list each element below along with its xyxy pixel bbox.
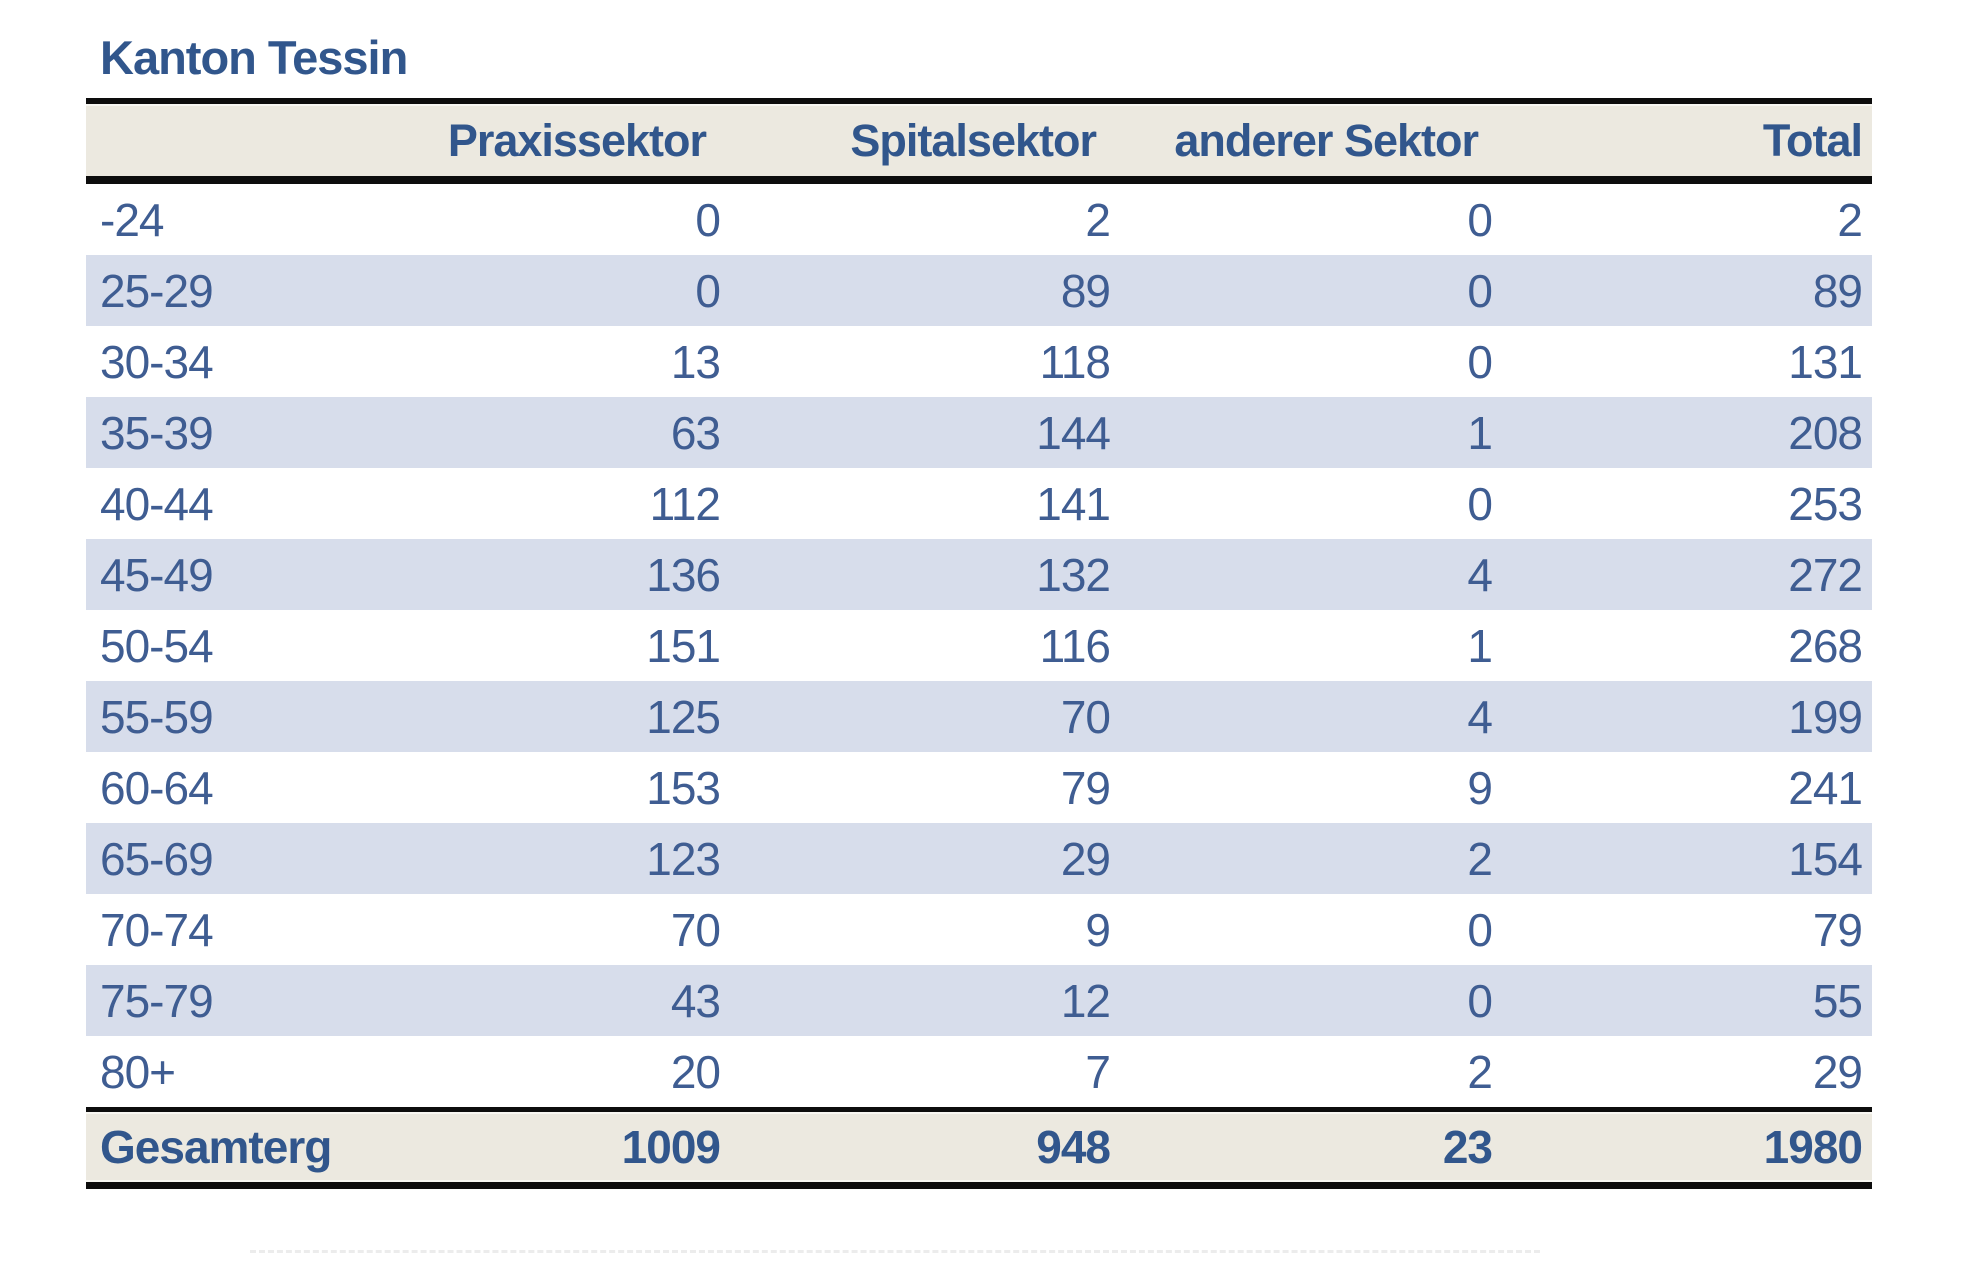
page-title: Kanton Tessin [100,31,408,84]
total-label-cell: Gesamterg [86,1120,331,1174]
value-cell: 268 [1788,619,1863,672]
table-total-row: Gesamterg 1009 948 23 1980 [86,1114,1872,1180]
value-cell: 118 [1039,335,1111,388]
page-break-dashed-line [250,1250,1540,1253]
row-label-age-group: 30-34 [100,335,214,388]
table-row: 65-69 123 29 2 154 [86,823,1872,894]
value-cell: 2 [1467,1045,1493,1098]
value-cell: 70 [670,903,721,956]
value-cell: 116 [1039,619,1111,672]
value-cell: 9 [1085,903,1111,956]
value-cell: 2 [1467,832,1493,885]
value-cell: 123 [646,832,721,885]
value-cell: 153 [646,761,721,814]
value-cell: 89 [1812,264,1863,317]
table-bottom-rule [86,1180,1872,1189]
row-label-age-group: 75-79 [100,974,214,1027]
value-cell: 132 [1036,548,1111,601]
value-cell: 141 [1036,477,1111,530]
value-cell: 12 [1060,974,1111,1027]
value-cell: 4 [1467,690,1493,743]
value-cell: 151 [646,619,721,672]
value-cell: 13 [670,335,721,388]
value-cell: 4 [1467,548,1493,601]
row-label-age-group: 65-69 [100,832,214,885]
value-cell: 112 [649,477,721,530]
table-header-row: Praxissektor Spitalsektor anderer Sektor… [86,106,1872,176]
row-label-age-group: 80+ [100,1045,176,1098]
table-row: 75-79 43 12 0 55 [86,965,1872,1036]
value-cell: 63 [670,406,721,459]
total-value-total: 1980 [1763,1121,1863,1173]
value-cell: 208 [1788,406,1863,459]
header-cell-total: Total [1762,115,1863,166]
value-cell: 55 [1812,974,1863,1027]
header-bottom-rule [86,176,1872,184]
value-cell: 0 [1467,903,1493,956]
row-label-age-group: 55-59 [100,690,214,743]
row-label-age-group: 70-74 [100,903,214,956]
header-cell-spitalsektor: Spitalsektor [850,115,1097,166]
value-cell: 0 [1467,264,1493,317]
value-cell: 144 [1036,406,1111,459]
value-cell: 0 [695,264,721,317]
value-cell: 0 [1467,335,1493,388]
value-cell: 154 [1788,832,1863,885]
row-label-age-group: 35-39 [100,406,214,459]
table-row: 50-54 151 116 1 268 [86,610,1872,681]
value-cell: 7 [1085,1045,1111,1098]
total-value-spitalsektor: 948 [1036,1121,1111,1173]
data-table: Praxissektor Spitalsektor anderer Sektor… [86,98,1872,1189]
total-label: Gesamterg [100,1121,332,1173]
total-top-rule [86,1107,1872,1114]
table-row: 70-74 70 9 0 79 [86,894,1872,965]
value-cell: 1 [1467,619,1493,672]
row-label-age-group: 40-44 [100,477,214,530]
value-cell: 131 [1788,335,1863,388]
value-cell: 29 [1812,1045,1863,1098]
table-row: 25-29 0 89 0 89 [86,255,1872,326]
value-cell: 0 [1467,974,1493,1027]
value-cell: 0 [695,193,721,246]
row-label-age-group: -24 [100,193,164,246]
value-cell: 79 [1060,761,1111,814]
total-value-praxissektor: 1009 [621,1121,721,1173]
row-label-age-group: 25-29 [100,264,214,317]
value-cell: 125 [646,690,721,743]
value-cell: 79 [1812,903,1863,956]
value-cell: 253 [1788,477,1863,530]
value-cell: 70 [1060,690,1111,743]
value-cell: 272 [1788,548,1863,601]
table-row: 30-34 13 118 0 131 [86,326,1872,397]
value-cell: 20 [670,1045,721,1098]
value-cell: 241 [1788,761,1863,814]
value-cell: 2 [1837,193,1863,246]
header-cell-anderer-sektor: anderer Sektor [1174,115,1479,166]
table-row: 40-44 112 141 0 253 [86,468,1872,539]
value-cell: 1 [1467,406,1493,459]
value-cell: 2 [1085,193,1111,246]
value-cell: 43 [670,974,721,1027]
table-row: 55-59 125 70 4 199 [86,681,1872,752]
row-label-age-group: 60-64 [100,761,214,814]
total-value-anderer-sektor: 23 [1442,1121,1493,1173]
table-row: -24 0 2 0 2 [86,184,1872,255]
value-cell: 0 [1467,477,1493,530]
value-cell: 136 [646,548,721,601]
value-cell: 29 [1060,832,1111,885]
table-row: 35-39 63 144 1 208 [86,397,1872,468]
table-body: -24 0 2 0 2 25-29 0 89 0 89 30-34 13 118 0 131 35-39 63 1… [86,184,1872,1107]
table-top-rule [86,98,1872,106]
table-row: 80+ 20 7 2 29 [86,1036,1872,1107]
header-cell-praxissektor: Praxissektor [447,115,707,166]
value-cell: 89 [1060,264,1111,317]
table-row: 60-64 153 79 9 241 [86,752,1872,823]
value-cell: 9 [1467,761,1493,814]
value-cell: 0 [1467,193,1493,246]
table-row: 45-49 136 132 4 272 [86,539,1872,610]
row-label-age-group: 50-54 [100,619,214,672]
value-cell: 199 [1788,690,1863,743]
row-label-age-group: 45-49 [100,548,214,601]
